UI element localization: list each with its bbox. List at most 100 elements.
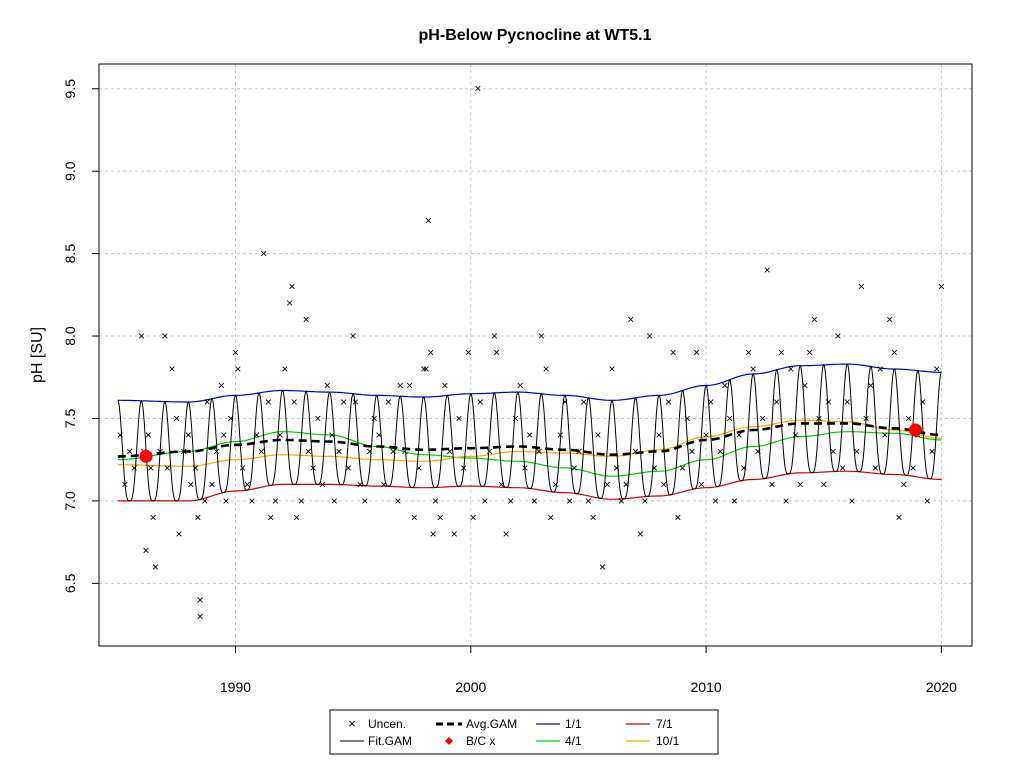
bc-point [139, 449, 153, 463]
observation-point: × [517, 379, 524, 393]
observation-point: × [557, 428, 564, 442]
observation-point: × [446, 444, 453, 458]
observation-point: × [712, 494, 719, 508]
observation-point: × [900, 477, 907, 491]
observation-point: × [651, 461, 658, 475]
observation-point: × [707, 395, 714, 409]
observation-point: × [538, 329, 545, 343]
observation-point: × [627, 313, 634, 327]
observation-point: × [366, 444, 373, 458]
observation-point: × [265, 395, 272, 409]
observation-point: × [185, 428, 192, 442]
observation-point: × [227, 411, 234, 425]
observation-point: × [646, 329, 653, 343]
observation-point: × [248, 494, 255, 508]
observation-point: × [618, 494, 625, 508]
legend-d7-label: 7/1 [656, 717, 673, 731]
observation-point: × [352, 395, 359, 409]
observation-point: × [474, 82, 481, 96]
observation-point: × [580, 395, 587, 409]
observation-point: × [208, 477, 215, 491]
observation-point: × [173, 411, 180, 425]
observation-point: × [416, 461, 423, 475]
observation-point: × [291, 395, 298, 409]
observation-point: × [350, 329, 357, 343]
observation-point: × [192, 461, 199, 475]
legend-fit-label: Fit.GAM [368, 734, 412, 748]
observation-point: × [425, 214, 432, 228]
observation-point: × [754, 444, 761, 458]
observation-point: × [576, 444, 583, 458]
observation-point: × [336, 444, 343, 458]
x-tick-label: 2020 [926, 679, 957, 695]
observation-point: × [839, 461, 846, 475]
observation-point: × [543, 362, 550, 376]
observation-point: × [194, 510, 201, 524]
observation-point: × [187, 477, 194, 491]
y-tick-label: 7.5 [62, 409, 78, 429]
observation-point: × [858, 280, 865, 294]
observation-point: × [825, 395, 832, 409]
observation-point: × [427, 346, 434, 360]
plot-frame [98, 63, 973, 647]
observation-point: × [371, 411, 378, 425]
observation-point: × [641, 494, 648, 508]
y-tick-label: 9.0 [62, 161, 78, 181]
observation-point: × [340, 395, 347, 409]
legend-d4-label: 4/1 [565, 734, 582, 748]
legend-d1-label: 1/1 [565, 717, 582, 731]
observation-point: × [512, 411, 519, 425]
observation-point: × [768, 477, 775, 491]
observation-point: × [507, 494, 514, 508]
observation-point: × [787, 362, 794, 376]
observation-point: × [376, 428, 383, 442]
curve-10-1 [117, 419, 942, 467]
observation-point: × [201, 494, 208, 508]
observation-point: × [260, 247, 267, 261]
observation-point: × [750, 362, 757, 376]
observation-point: × [126, 444, 133, 458]
observation-point: × [933, 362, 940, 376]
y-axis-label: pH [SU] [29, 327, 46, 383]
y-tick-label: 9.5 [62, 79, 78, 99]
y-tick-label: 8.5 [62, 244, 78, 264]
observation-point: × [778, 346, 785, 360]
chart-title: pH-Below Pycnocline at WT5.1 [419, 27, 652, 44]
observation-point: × [656, 428, 663, 442]
observation-point: × [820, 477, 827, 491]
observation-point: × [566, 494, 573, 508]
observation-point: × [345, 461, 352, 475]
observation-point: × [783, 494, 790, 508]
observation-point: × [380, 477, 387, 491]
observation-point: × [736, 428, 743, 442]
observation-point: × [437, 510, 444, 524]
observation-point: × [561, 395, 568, 409]
fit-gam-series [117, 363, 942, 502]
observation-point: × [441, 379, 448, 393]
observation-point: × [698, 477, 705, 491]
observation-point: × [244, 477, 251, 491]
observation-point: × [599, 560, 606, 574]
observation-point: × [811, 313, 818, 327]
observation-point: × [253, 428, 260, 442]
observation-point: × [693, 346, 700, 360]
observation-point: × [150, 510, 157, 524]
observation-point: × [293, 510, 300, 524]
observation-point: × [430, 527, 437, 541]
observation-point: × [477, 395, 484, 409]
observation-point: × [168, 362, 175, 376]
observation-point: × [281, 362, 288, 376]
observation-point: × [792, 428, 799, 442]
legend-bc-label: B/C x [466, 734, 495, 748]
observation-point: × [891, 346, 898, 360]
observation-point: × [886, 313, 893, 327]
y-tick-label: 7.0 [62, 491, 78, 511]
observation-point: × [896, 510, 903, 524]
observation-point: × [759, 411, 766, 425]
observation-point: × [919, 395, 926, 409]
observation-point: × [872, 461, 879, 475]
observation-point: × [423, 362, 430, 376]
observation-point: × [288, 280, 295, 294]
observation-point: × [481, 494, 488, 508]
observation-point: × [674, 510, 681, 524]
